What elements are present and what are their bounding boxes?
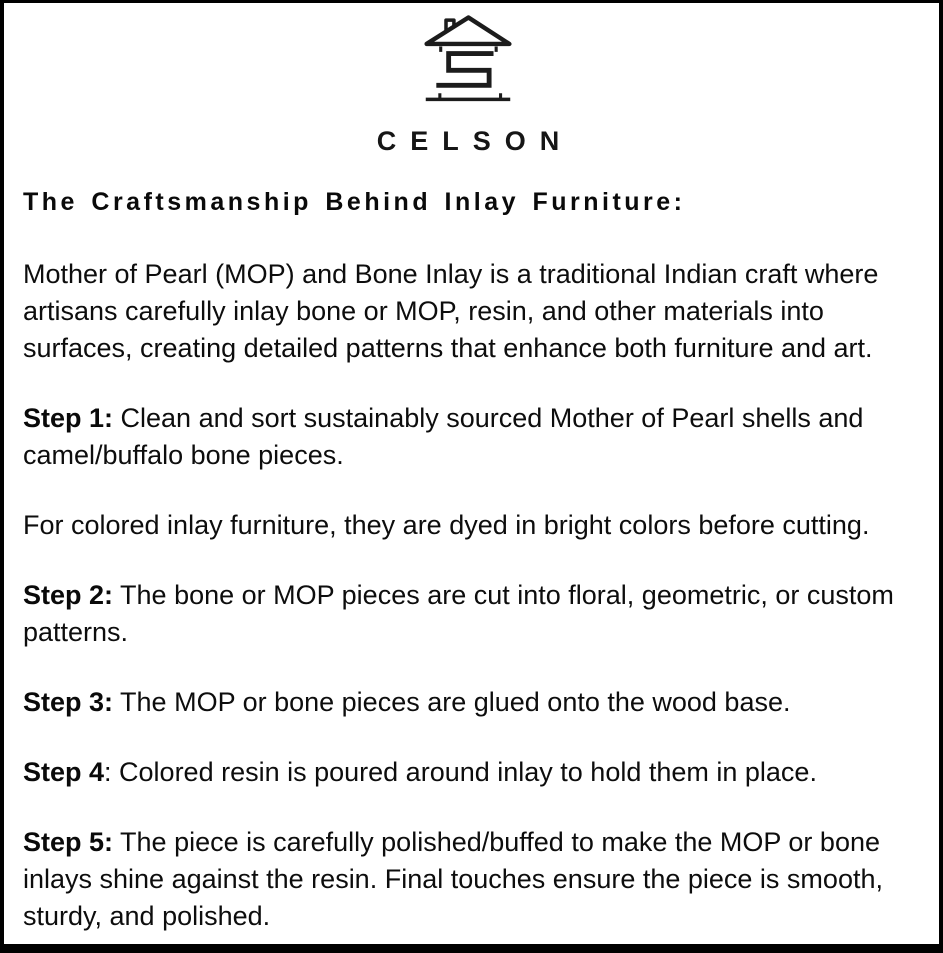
paragraph-text: For colored inlay furniture, they are dy… (23, 510, 870, 540)
paragraph: Step 3: The MOP or bone pieces are glued… (23, 684, 913, 721)
paragraph: Step 5: The piece is carefully polished/… (23, 824, 913, 935)
step-label: Step 5: (23, 827, 114, 857)
step-label: Step 4 (23, 757, 105, 787)
step-label: Step 1: (23, 403, 114, 433)
paragraph: Mother of Pearl (MOP) and Bone Inlay is … (23, 256, 913, 367)
paragraph-text: Mother of Pearl (MOP) and Bone Inlay is … (23, 259, 879, 363)
paragraph-text: The MOP or bone pieces are glued onto th… (113, 687, 791, 717)
paragraph-text: Clean and sort sustainably sourced Mothe… (23, 403, 864, 470)
paragraph: For colored inlay furniture, they are dy… (23, 507, 913, 544)
step-label: Step 2: (23, 580, 114, 610)
paragraph: Step 4: Colored resin is poured around i… (23, 754, 913, 791)
header: CELSON The Craftsmanship Behind Inlay Fu… (23, 9, 913, 218)
page-title: The Craftsmanship Behind Inlay Furniture… (23, 188, 686, 216)
paragraph: Step 1: Clean and sort sustainably sourc… (23, 400, 913, 474)
paragraph-text: : Colored resin is poured around inlay t… (104, 757, 817, 787)
brand-wordmark: CELSON (376, 126, 574, 156)
paragraph: Step 2: The bone or MOP pieces are cut i… (23, 577, 913, 651)
article-body: Mother of Pearl (MOP) and Bone Inlay is … (23, 256, 913, 935)
paragraph-text: The piece is carefully polished/buffed t… (23, 827, 883, 931)
celson-house-logo-icon (424, 9, 512, 107)
step-label: Step 3: (23, 687, 114, 717)
paragraph-text: The bone or MOP pieces are cut into flor… (23, 580, 894, 647)
